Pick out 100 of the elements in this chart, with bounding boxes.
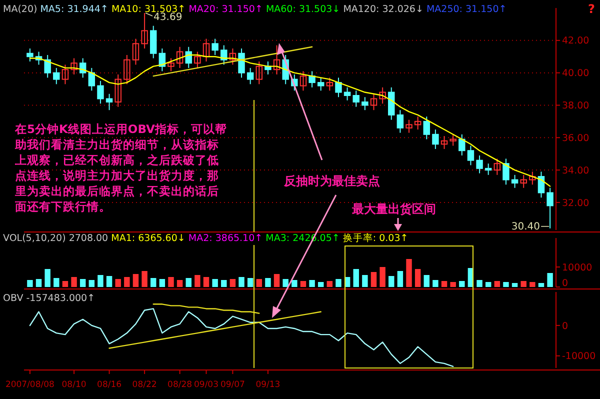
bar (36, 279, 42, 287)
bar (54, 278, 60, 287)
candlestick (362, 96, 368, 111)
bar (27, 280, 33, 287)
candlestick (308, 70, 316, 88)
x-tick-label: 08/10 (62, 380, 86, 390)
bar (353, 269, 359, 287)
bar (168, 277, 174, 287)
bar (397, 271, 404, 287)
bar (247, 278, 254, 287)
bar (380, 267, 386, 287)
bar (230, 279, 236, 287)
bar (485, 282, 492, 287)
y-tick-label: 0 (562, 320, 568, 332)
candlestick (326, 77, 334, 92)
candlestick (423, 116, 430, 140)
bar (221, 280, 227, 287)
bar (186, 278, 192, 287)
annotation: 在5分钟K线图上运用OBV指标，可以帮助我们看清主力出货的细节，从该指标上观察，已经不创新高，之后跌破了低点连线，说明主力加大了出货力度，那里为卖出的最后临界点，不卖出的话后面还有下跌行情。 (14, 122, 227, 214)
x-tick-label: 09/07 (220, 380, 245, 390)
bar (450, 282, 456, 287)
annotation: -157483.000↑ (26, 293, 96, 304)
x-tick-label: 08/28 (168, 380, 192, 390)
bar (238, 277, 244, 287)
line-series (108, 311, 322, 349)
candlestick (124, 54, 130, 85)
bar (194, 275, 200, 287)
y-tick-label: 38.00 (562, 100, 590, 112)
candlestick (26, 48, 34, 62)
candlestick (114, 74, 122, 108)
candlestick (176, 46, 184, 68)
bar (62, 281, 68, 287)
x-tick-label: 08/16 (97, 380, 122, 390)
line-series (29, 308, 454, 368)
candlestick (44, 54, 51, 78)
bar (176, 280, 183, 287)
annotation: MA60: 31.503↓ (266, 4, 344, 15)
bar (274, 274, 280, 287)
candlestick (70, 58, 78, 75)
candlestick (246, 67, 254, 85)
y-tick-label: 32.00 (562, 198, 590, 209)
candlestick (53, 67, 60, 85)
annotation: MA120: 32.026↓ (343, 4, 426, 15)
y-tick-label: 42.00 (562, 36, 590, 47)
line-series (152, 304, 260, 314)
bar (326, 281, 333, 287)
bar (547, 273, 553, 287)
candlestick (300, 70, 307, 92)
candlestick (168, 58, 174, 72)
text: OBV (3, 293, 26, 304)
candlestick (379, 86, 386, 104)
bar (538, 283, 544, 287)
bar (494, 281, 500, 287)
bar (282, 279, 288, 287)
bar (370, 272, 377, 287)
bar (256, 279, 262, 287)
candlestick (194, 51, 201, 68)
candlestick (335, 77, 342, 98)
candlestick (141, 12, 148, 50)
bar (512, 283, 518, 287)
bar (530, 282, 536, 287)
y-tick-label: 0 (562, 278, 568, 289)
candlestick (132, 38, 140, 66)
text: VOL(5,10,20) (3, 233, 69, 244)
bar (388, 276, 394, 287)
x-tick-label: 09/13 (256, 380, 280, 390)
y-tick-label: 36.00 (562, 132, 590, 144)
annotation: MA20: 31.150↑ (188, 4, 266, 15)
bar (520, 281, 526, 287)
candlestick (432, 129, 439, 150)
y-tick-label: 40.00 (562, 68, 590, 80)
annotation: MA5: 31.944↑ (40, 4, 112, 15)
candlestick (476, 154, 483, 174)
candlestick (212, 38, 218, 56)
candlestick (150, 25, 157, 59)
candlestick (388, 86, 395, 120)
bar (441, 281, 448, 287)
candlestick (344, 86, 351, 101)
bar (336, 279, 342, 287)
y-tick-label: 34.00 (562, 165, 590, 176)
candlestick (467, 145, 474, 166)
bar (203, 277, 210, 287)
bar (432, 280, 438, 287)
bar (159, 279, 166, 287)
x-tick-label: 09/03 (194, 380, 219, 390)
candlestick (106, 93, 113, 111)
candlestick (370, 93, 378, 111)
bar (88, 280, 95, 287)
bar (98, 275, 104, 287)
x-tick-label: 08/22 (132, 380, 157, 390)
candlestick (202, 38, 210, 62)
bar (124, 277, 130, 287)
text: MA1: 6365.60↓ (111, 233, 188, 244)
candlestick (352, 90, 360, 108)
bar (300, 281, 306, 287)
candlestick (440, 136, 448, 150)
bar (292, 280, 298, 287)
bar (80, 279, 86, 287)
y-tick-label: -10000 (562, 351, 596, 362)
text: 换手率: 0.03↑ (342, 232, 408, 244)
